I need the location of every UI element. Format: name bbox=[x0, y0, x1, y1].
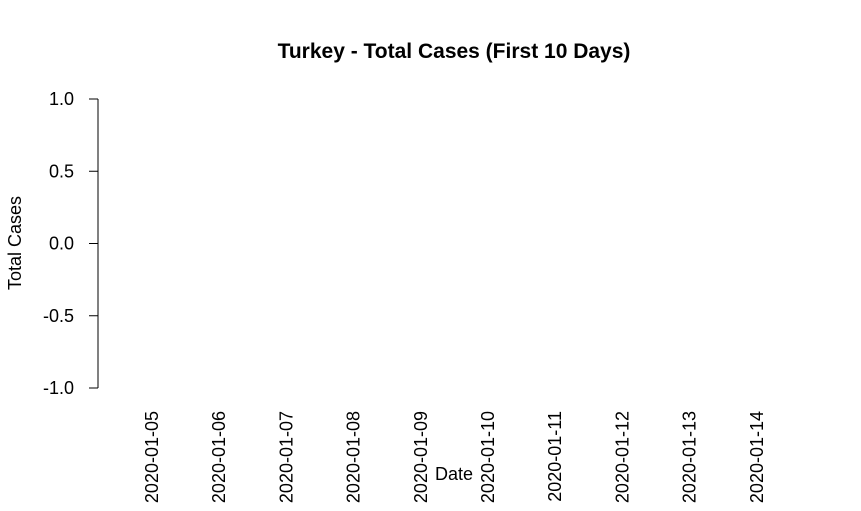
x-tick-label: 2020-01-10 bbox=[478, 411, 498, 503]
x-tick-label: 2020-01-12 bbox=[612, 411, 632, 503]
y-tick-label: -0.5 bbox=[43, 306, 74, 326]
chart-title: Turkey - Total Cases (First 10 Days) bbox=[278, 40, 631, 63]
x-tick-label: 2020-01-07 bbox=[276, 411, 296, 503]
y-tick-label: 1.0 bbox=[49, 89, 74, 109]
y-tick-label: 0.0 bbox=[49, 234, 74, 254]
x-tick-label: 2020-01-08 bbox=[344, 411, 364, 503]
x-tick-label: 2020-01-14 bbox=[747, 411, 767, 503]
y-tick-label: 0.5 bbox=[49, 161, 74, 181]
y-axis-label: Total Cases bbox=[5, 196, 25, 290]
x-tick-label: 2020-01-05 bbox=[142, 411, 162, 503]
x-tick-label: 2020-01-13 bbox=[680, 411, 700, 503]
y-tick-label: -1.0 bbox=[43, 378, 74, 398]
y-axis: -1.0 -0.5 0.0 0.5 1.0 bbox=[43, 89, 99, 398]
x-tick-label: 2020-01-11 bbox=[545, 411, 565, 502]
x-tick-label: 2020-01-09 bbox=[411, 411, 431, 503]
x-tick-label: 2020-01-06 bbox=[209, 411, 229, 503]
x-tick-labels: 2020-01-05 2020-01-06 2020-01-07 2020-01-08… bbox=[142, 411, 767, 503]
x-axis-label: Date bbox=[435, 464, 473, 484]
